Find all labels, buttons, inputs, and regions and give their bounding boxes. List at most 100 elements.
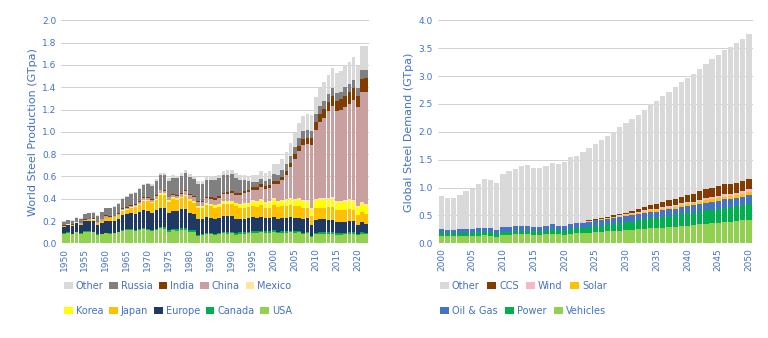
- Bar: [697, 69, 703, 192]
- Bar: [117, 203, 121, 204]
- Bar: [146, 200, 150, 201]
- Bar: [293, 206, 296, 218]
- Bar: [117, 215, 121, 219]
- Bar: [301, 145, 305, 200]
- Bar: [129, 206, 133, 208]
- Bar: [360, 47, 364, 70]
- Bar: [230, 232, 233, 234]
- Bar: [740, 181, 746, 191]
- Bar: [272, 184, 276, 198]
- Bar: [538, 231, 542, 235]
- Bar: [445, 233, 450, 236]
- Bar: [710, 59, 715, 188]
- Bar: [192, 214, 196, 231]
- Bar: [318, 232, 322, 234]
- Bar: [352, 232, 356, 234]
- Bar: [243, 219, 247, 232]
- Bar: [222, 216, 225, 232]
- Bar: [243, 234, 247, 243]
- Bar: [255, 231, 259, 233]
- Bar: [624, 222, 628, 230]
- Bar: [703, 203, 709, 211]
- Bar: [581, 233, 585, 243]
- Bar: [163, 193, 167, 194]
- Bar: [457, 195, 462, 230]
- Bar: [117, 232, 121, 243]
- Bar: [323, 101, 326, 109]
- Bar: [234, 178, 238, 193]
- Bar: [482, 232, 487, 235]
- Bar: [263, 218, 267, 231]
- Bar: [137, 212, 141, 229]
- Bar: [276, 208, 280, 219]
- Bar: [326, 234, 330, 243]
- Bar: [506, 227, 511, 232]
- Bar: [331, 197, 334, 199]
- Bar: [276, 164, 280, 175]
- Bar: [339, 110, 343, 200]
- Bar: [238, 195, 242, 204]
- Bar: [260, 205, 263, 217]
- Bar: [544, 226, 548, 231]
- Bar: [209, 204, 213, 206]
- Bar: [605, 218, 610, 219]
- Bar: [488, 232, 493, 236]
- Bar: [142, 201, 145, 210]
- Bar: [339, 92, 343, 99]
- Bar: [214, 206, 217, 208]
- Bar: [624, 216, 628, 222]
- Bar: [184, 195, 187, 196]
- Bar: [137, 188, 141, 190]
- Bar: [587, 233, 591, 243]
- Bar: [280, 176, 284, 179]
- Bar: [268, 179, 271, 185]
- Bar: [348, 199, 351, 201]
- Bar: [88, 220, 91, 221]
- Bar: [364, 223, 368, 233]
- Bar: [306, 218, 310, 232]
- Bar: [599, 219, 604, 220]
- Bar: [500, 235, 505, 243]
- Bar: [125, 214, 129, 229]
- Bar: [226, 232, 230, 234]
- Bar: [280, 170, 284, 176]
- Bar: [125, 229, 129, 230]
- Bar: [151, 186, 154, 199]
- Bar: [280, 200, 284, 201]
- Bar: [255, 207, 259, 218]
- Bar: [217, 204, 221, 205]
- Bar: [263, 181, 267, 186]
- Bar: [175, 195, 179, 196]
- Bar: [331, 220, 334, 232]
- Bar: [175, 231, 179, 243]
- Bar: [71, 225, 74, 226]
- Bar: [260, 171, 263, 179]
- Bar: [255, 201, 259, 202]
- Bar: [268, 233, 271, 243]
- Bar: [314, 201, 317, 208]
- Bar: [356, 107, 359, 206]
- Bar: [104, 218, 108, 221]
- Bar: [306, 233, 310, 243]
- Bar: [214, 198, 217, 199]
- Bar: [113, 234, 116, 243]
- Bar: [611, 216, 616, 217]
- Bar: [451, 230, 456, 233]
- Bar: [331, 96, 334, 105]
- Bar: [108, 218, 112, 221]
- Bar: [91, 213, 95, 218]
- Bar: [272, 164, 276, 174]
- Bar: [100, 221, 104, 223]
- Bar: [197, 201, 200, 202]
- Bar: [525, 225, 530, 231]
- Bar: [66, 225, 70, 233]
- Bar: [364, 70, 368, 78]
- Bar: [642, 211, 647, 212]
- Bar: [716, 198, 721, 201]
- Bar: [581, 228, 585, 233]
- Bar: [648, 205, 653, 209]
- Bar: [197, 181, 200, 184]
- Legend: Korea, Japan, Europe, Canada, USA: Korea, Japan, Europe, Canada, USA: [60, 302, 296, 319]
- Bar: [146, 184, 150, 197]
- Bar: [285, 164, 288, 171]
